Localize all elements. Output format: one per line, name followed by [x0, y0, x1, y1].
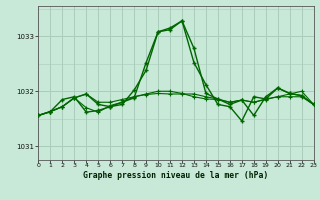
X-axis label: Graphe pression niveau de la mer (hPa): Graphe pression niveau de la mer (hPa) [84, 171, 268, 180]
